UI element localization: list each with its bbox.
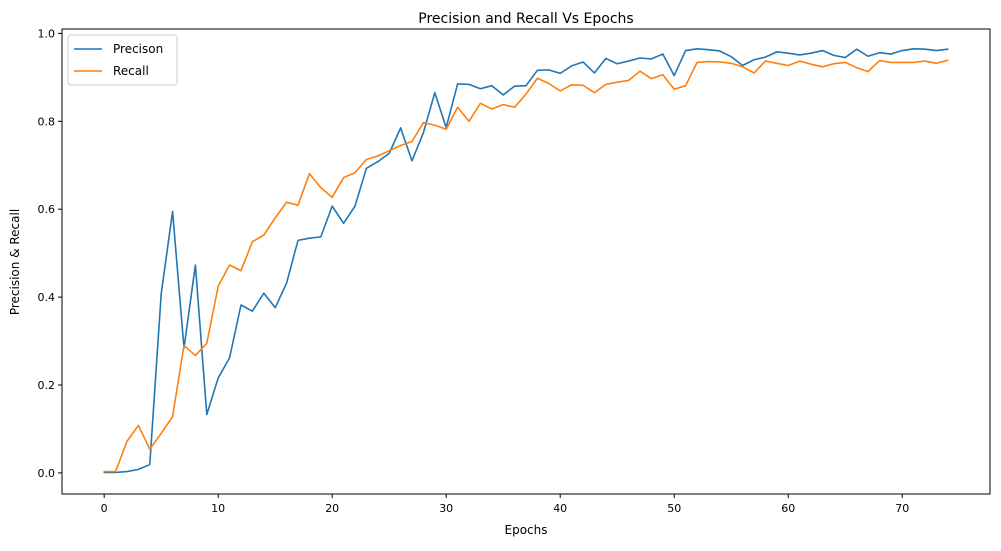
x-axis-label: Epochs	[505, 523, 548, 537]
legend: Precison Recall	[67, 34, 178, 86]
x-tick-label: 30	[439, 502, 453, 515]
y-tick-label: 1.0	[38, 27, 56, 40]
series-line-recall	[103, 59, 949, 473]
chart-title: Precision and Recall Vs Epochs	[418, 11, 633, 27]
series-line-precison	[103, 47, 949, 474]
y-tick-label: 0.6	[38, 203, 56, 216]
y-tick-label: 0.0	[38, 467, 56, 480]
y-tick-label: 0.8	[38, 115, 56, 128]
x-axis: 0 10 20 30 40 50 60 70	[101, 494, 909, 515]
legend-label-precison: Precison	[113, 42, 163, 56]
x-tick-label: 60	[781, 502, 795, 515]
x-tick-label: 40	[553, 502, 567, 515]
y-axis: 0.0 0.2 0.4 0.6 0.8 1.0	[38, 27, 62, 480]
legend-label-recall: Recall	[113, 64, 149, 78]
x-tick-label: 50	[667, 502, 681, 515]
y-axis-label: Precision & Recall	[8, 209, 22, 315]
x-tick-label: 10	[211, 502, 225, 515]
x-tick-label: 20	[325, 502, 339, 515]
plot-frame	[61, 28, 991, 495]
plot-area	[103, 47, 949, 474]
x-tick-label: 70	[895, 502, 909, 515]
legend-box	[67, 34, 178, 86]
y-tick-label: 0.2	[38, 379, 56, 392]
x-tick-label: 0	[101, 502, 108, 515]
y-tick-label: 0.4	[38, 291, 56, 304]
